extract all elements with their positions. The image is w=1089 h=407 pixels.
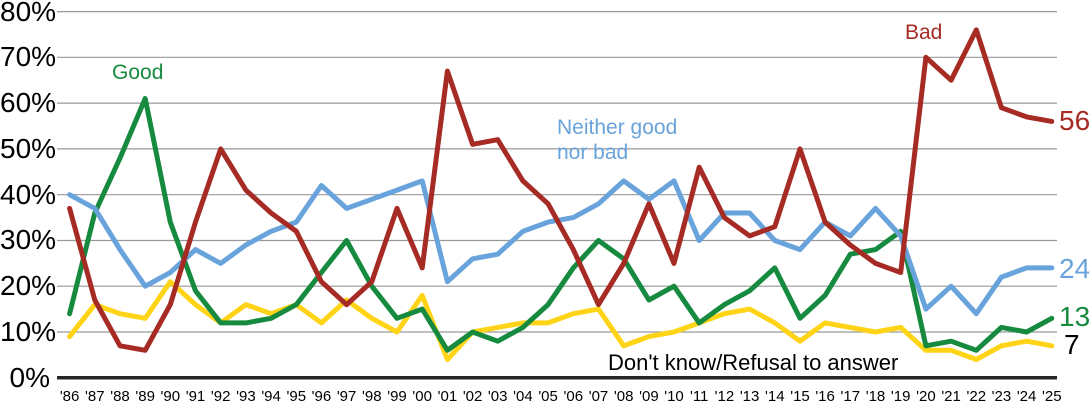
x-tick-label: '09 — [639, 388, 659, 405]
x-tick-label: '07 — [588, 388, 609, 405]
series-label-good: Good — [112, 61, 164, 84]
x-tick-label: '97 — [336, 388, 357, 405]
y-tick-label: 80% — [0, 0, 57, 27]
x-tick-label: '23 — [991, 388, 1012, 405]
x-tick-label: '20 — [916, 388, 936, 405]
y-tick-label: 70% — [0, 41, 57, 72]
x-tick-label: '02 — [462, 388, 483, 405]
x-tick-label: '04 — [513, 388, 533, 405]
x-tick-label: '25 — [1042, 388, 1062, 405]
x-tick-label: '95 — [286, 388, 307, 405]
x-tick-label: '08 — [613, 388, 634, 405]
x-tick-label: '24 — [1016, 388, 1037, 405]
end-value-dont-know: 7 — [1064, 329, 1080, 360]
x-tick-label: '17 — [840, 388, 861, 405]
x-tick-label: '92 — [210, 388, 231, 405]
x-tick-label: '12 — [714, 388, 735, 405]
x-tick-label: '11 — [689, 388, 709, 405]
y-tick-label: 0% — [9, 362, 50, 393]
x-tick-label: '19 — [890, 388, 911, 405]
x-tick-label: '94 — [261, 388, 281, 405]
end-value-neither: 24 — [1059, 253, 1089, 284]
x-tick-label: '00 — [412, 388, 432, 405]
series-line-good — [67, 96, 1055, 353]
y-tick-label: 50% — [0, 133, 57, 164]
x-tick-label: '93 — [236, 388, 256, 405]
x-tick-label: '96 — [311, 388, 332, 405]
x-tick-label: '99 — [387, 388, 407, 405]
x-tick-label: '03 — [487, 388, 508, 405]
y-tick-label: 10% — [0, 316, 57, 347]
x-tick-label: '01 — [437, 388, 458, 405]
end-value-bad: 56 — [1059, 105, 1089, 136]
x-tick-label: '14 — [765, 388, 785, 405]
y-tick-label: 60% — [0, 87, 57, 118]
x-tick-label: '13 — [739, 388, 760, 405]
x-tick-label: '89 — [135, 388, 155, 405]
series-line-bad — [67, 27, 1055, 353]
x-tick-label: '18 — [865, 388, 886, 405]
x-tick-label: '15 — [790, 388, 810, 405]
series-label-bad: Bad — [905, 21, 943, 44]
x-tick-label: '06 — [563, 388, 584, 405]
series-line-don-t-know-refusal-to-answer — [67, 279, 1055, 362]
end-value-good: 13 — [1059, 301, 1089, 332]
series-label-dont-know: Don't know/Refusal to answer — [608, 350, 899, 375]
x-tick-label: '05 — [538, 388, 558, 405]
y-tick-label: 20% — [0, 270, 57, 301]
series-line-neither-good-nor-bad — [67, 178, 1055, 317]
x-tick-label: '10 — [664, 388, 684, 405]
series-label-neither-good-nor-bad: Neither good nor bad — [557, 115, 677, 165]
x-tick-label: '21 — [941, 388, 961, 405]
x-tick-label: '91 — [185, 388, 206, 405]
x-tick-label: '90 — [160, 388, 181, 405]
y-tick-label: 40% — [0, 179, 57, 210]
x-tick-label: '98 — [362, 388, 382, 405]
x-tick-label: '87 — [85, 388, 105, 405]
series-label-neither-line2: nor bad — [557, 141, 629, 164]
x-tick-label: '16 — [815, 388, 835, 405]
series-label-neither-line1: Neither good — [557, 116, 678, 139]
x-tick-label: '86 — [59, 388, 80, 405]
y-tick-label: 30% — [0, 224, 57, 255]
x-tick-label: '22 — [966, 388, 987, 405]
x-tick-label: '88 — [110, 388, 130, 405]
